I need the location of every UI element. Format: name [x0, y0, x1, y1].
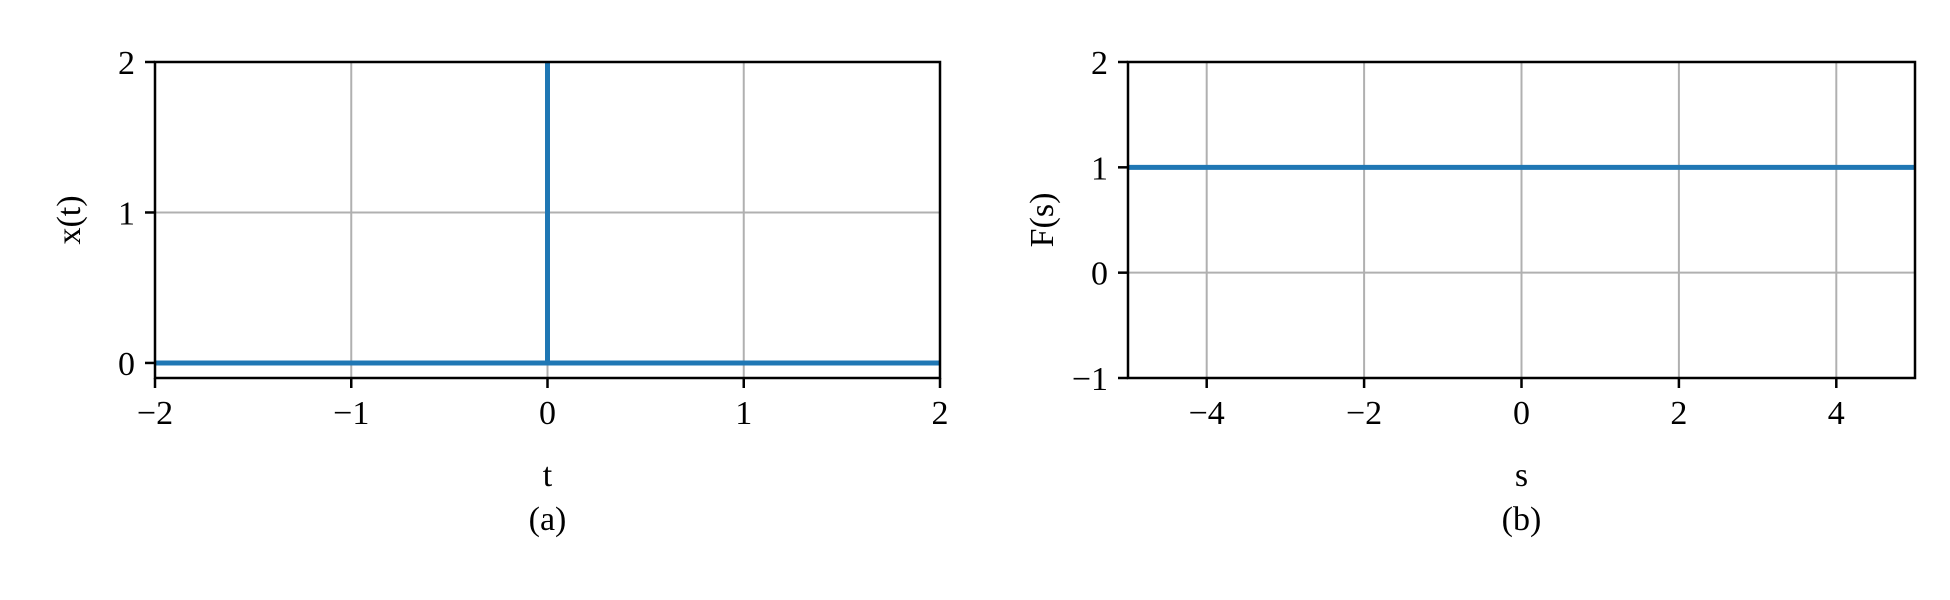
y-tick-label: 0 — [118, 346, 135, 383]
y-tick-label: 1 — [1091, 150, 1108, 187]
x-tick-label: 4 — [1828, 395, 1845, 432]
x-tick-label: 0 — [539, 395, 556, 432]
y-tick-label: 1 — [118, 195, 135, 232]
x-tick-label: 2 — [932, 395, 949, 432]
y-axis-label: F(s) — [1024, 193, 1061, 248]
x-axis-label: t — [543, 457, 553, 494]
panel-caption: (b) — [1502, 501, 1542, 538]
panel-a: −2 −1 0 1 2 0 1 2 t x(t) (a) — [51, 45, 949, 538]
x-tick-label: −4 — [1189, 395, 1225, 432]
y-tick-label: 0 — [1091, 256, 1108, 293]
x-tick-label: 2 — [1670, 395, 1687, 432]
y-axis-label: x(t) — [51, 195, 88, 244]
x-tick-label: −2 — [1346, 395, 1382, 432]
y-tick-label: 2 — [1091, 45, 1108, 82]
y-tick-label: −1 — [1072, 361, 1108, 398]
x-tick-label: −1 — [333, 395, 369, 432]
series-line — [155, 62, 940, 366]
x-tick-label: 0 — [1513, 395, 1530, 432]
panel-b: −4 −2 0 2 4 −1 0 1 2 s F(s) (b) — [1024, 45, 1917, 538]
x-axis-label: s — [1515, 457, 1528, 494]
x-tick-label: 1 — [735, 395, 752, 432]
y-tick-label: 2 — [118, 45, 135, 82]
panel-caption: (a) — [529, 501, 567, 538]
x-tick-label: −2 — [137, 395, 173, 432]
